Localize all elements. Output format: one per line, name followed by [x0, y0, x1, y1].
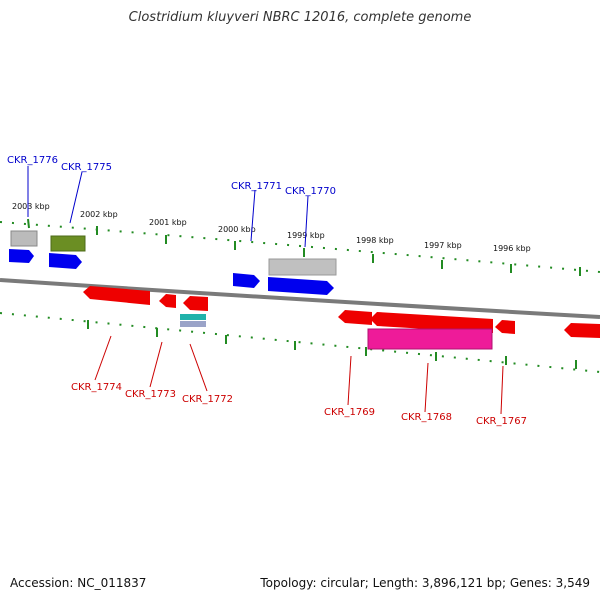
gene-feature[interactable]	[370, 312, 493, 333]
gene-label[interactable]: CKR_1771	[231, 181, 282, 192]
topology-text: Topology: circular; Length: 3,896,121 bp…	[260, 576, 590, 590]
genome-backbone	[0, 278, 600, 319]
scale-label: 1998 kbp	[356, 236, 394, 245]
gene-label[interactable]: CKR_1768	[401, 412, 452, 423]
gene-feature[interactable]	[183, 296, 208, 311]
gene-feature[interactable]	[367, 328, 493, 350]
scale-label: 2001 kbp	[149, 218, 187, 227]
gene-feature[interactable]	[338, 310, 372, 325]
gene-feature[interactable]	[495, 320, 515, 334]
gene-feature[interactable]	[159, 294, 176, 308]
scale-label: 2002 kbp	[80, 210, 118, 219]
gene-feature[interactable]	[10, 230, 38, 247]
reverse-features	[83, 286, 600, 350]
gene-feature[interactable]	[233, 273, 260, 288]
scale-label: 2003 kbp	[12, 202, 50, 211]
gene-label[interactable]: CKR_1769	[324, 407, 375, 418]
bottom-leaders	[94, 335, 504, 415]
gene-feature[interactable]	[9, 249, 34, 263]
gene-feature[interactable]	[83, 286, 150, 305]
gene-feature[interactable]	[180, 314, 206, 320]
gene-feature[interactable]	[564, 323, 600, 338]
gene-feature[interactable]	[268, 258, 337, 276]
gene-feature[interactable]	[50, 235, 86, 252]
gene-label[interactable]: CKR_1770	[285, 186, 336, 197]
gene-label[interactable]: CKR_1767	[476, 416, 527, 427]
gene-feature[interactable]	[49, 253, 82, 269]
scale-label: 2000 kbp	[218, 225, 256, 234]
lower-scale	[0, 312, 600, 373]
gene-label[interactable]: CKR_1776	[7, 155, 58, 166]
gene-feature[interactable]	[268, 277, 334, 295]
forward-features	[9, 230, 337, 295]
scale-label: 1996 kbp	[493, 244, 531, 253]
map-title: Clostridium kluyveri NBRC 12016, complet…	[128, 10, 472, 25]
top-leaders	[27, 166, 309, 248]
gene-label[interactable]: CKR_1775	[61, 162, 112, 173]
gene-label[interactable]: CKR_1772	[182, 394, 233, 405]
gene-feature[interactable]	[180, 321, 206, 327]
upper-scale	[0, 218, 600, 276]
gene-label[interactable]: CKR_1774	[71, 382, 122, 393]
gene-label[interactable]: CKR_1773	[125, 389, 176, 400]
accession-text: Accession: NC_011837	[10, 576, 147, 590]
scale-label: 1997 kbp	[424, 241, 462, 250]
